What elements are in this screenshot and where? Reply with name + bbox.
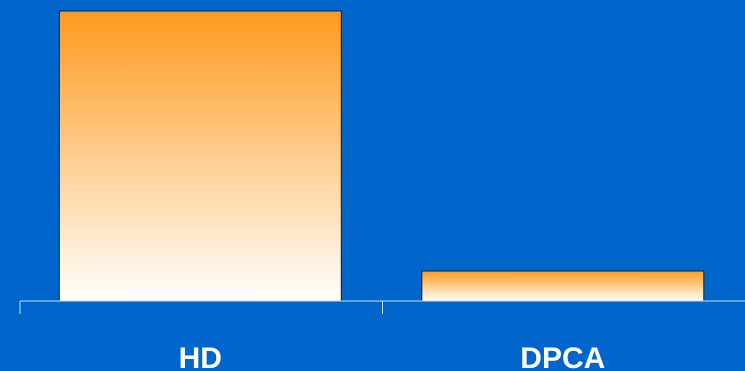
bar-dpca <box>421 270 705 302</box>
category-label-hd: HD <box>179 342 222 371</box>
x-axis <box>19 300 745 314</box>
bar-hd <box>58 10 342 302</box>
bars-layer <box>58 10 705 302</box>
category-label-dpca: DPCA <box>520 342 605 371</box>
category-labels: HD DPCA <box>179 342 606 371</box>
